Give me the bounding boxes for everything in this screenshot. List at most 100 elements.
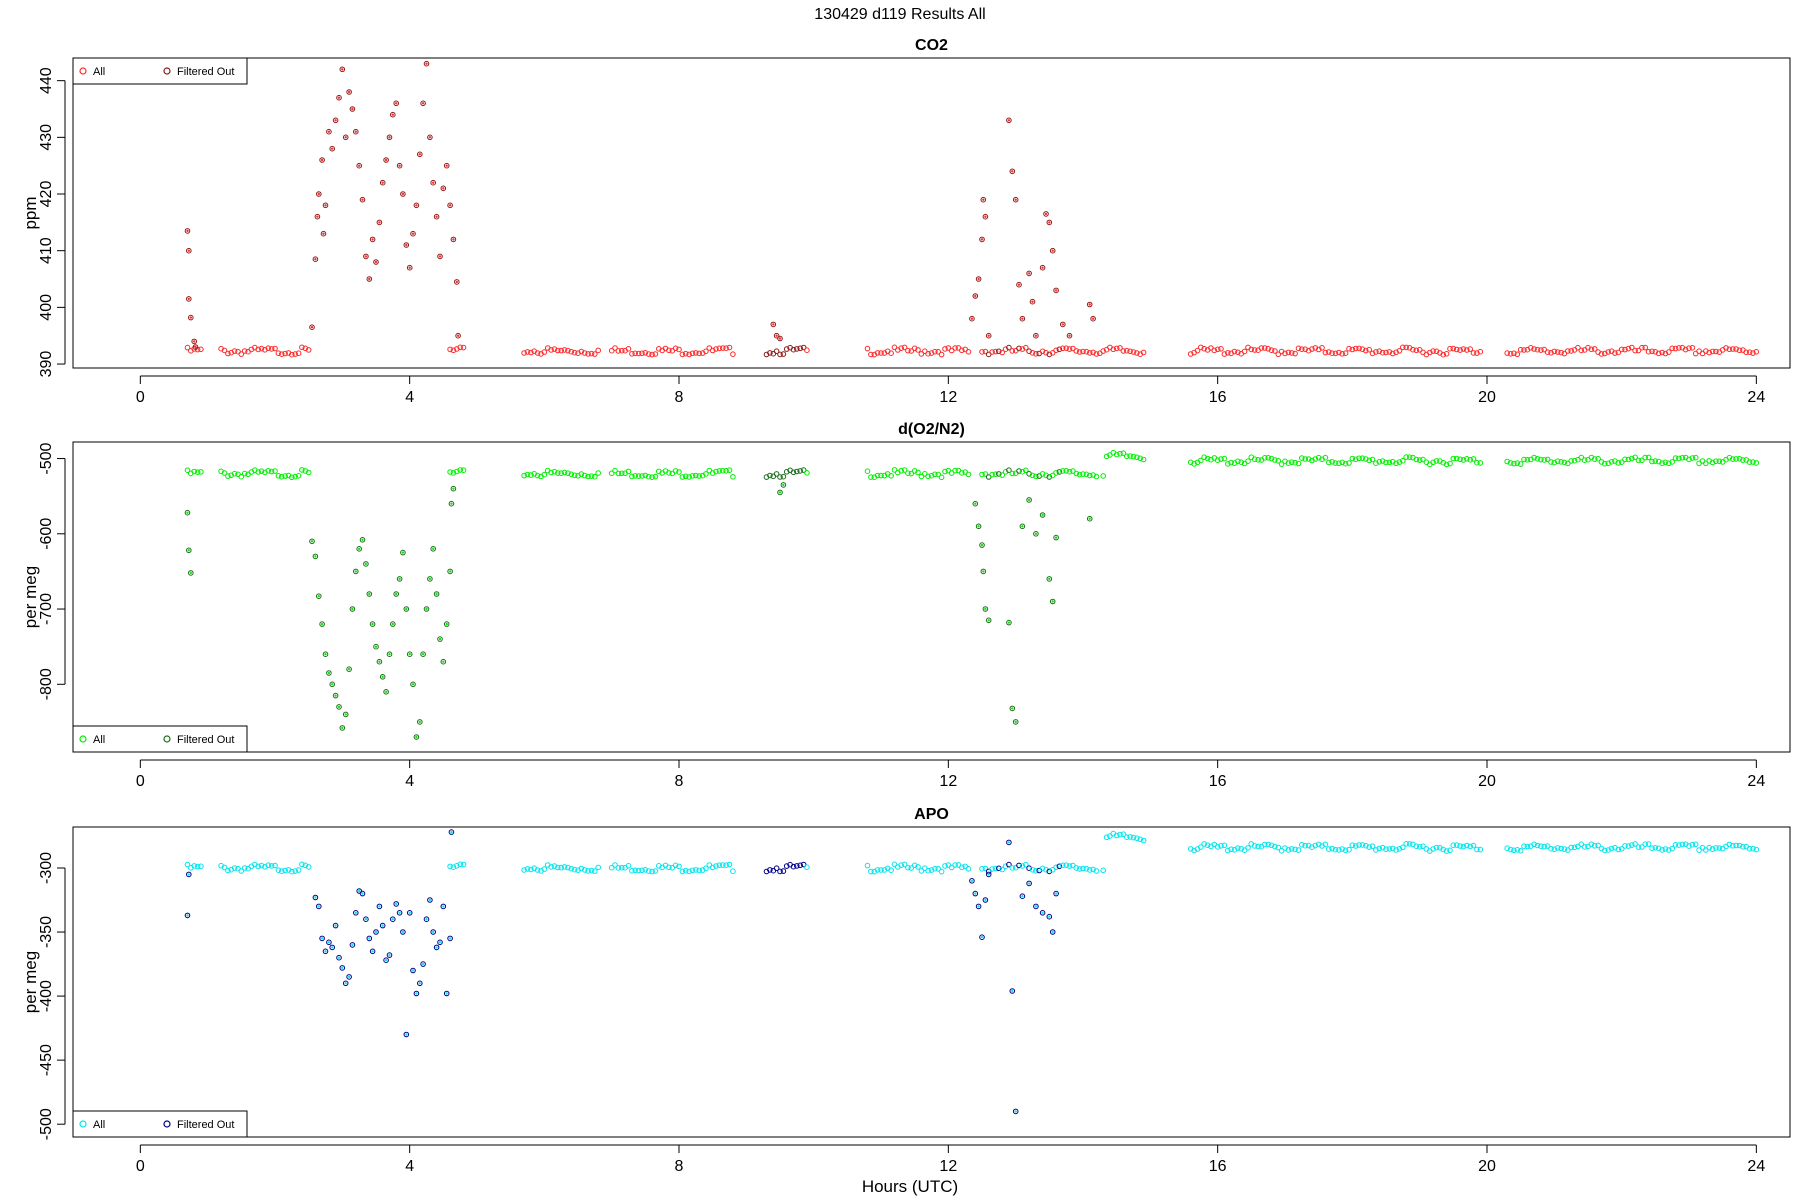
y-tick-label: 410 — [38, 237, 55, 264]
data-point — [1457, 456, 1463, 463]
data-point — [1329, 459, 1335, 465]
data-point — [1740, 844, 1746, 850]
data-point — [703, 471, 709, 477]
data-point — [363, 916, 369, 923]
data-point — [1225, 847, 1231, 854]
data-point-core — [974, 294, 977, 298]
data-point — [1006, 117, 1012, 124]
data-point — [1645, 454, 1652, 461]
data-point — [1581, 844, 1588, 850]
data-point — [1507, 351, 1514, 357]
data-point-core — [186, 914, 189, 917]
data-point — [268, 863, 275, 869]
data-point — [346, 666, 352, 673]
data-point — [901, 344, 908, 351]
data-point-core — [186, 511, 189, 514]
data-point — [1470, 456, 1477, 462]
data-point — [339, 725, 346, 731]
data-point — [1470, 842, 1477, 849]
data-point-core — [193, 340, 196, 343]
data-point — [383, 157, 389, 163]
data-point — [999, 472, 1006, 478]
data-point — [295, 867, 302, 873]
data-point-core — [452, 487, 455, 490]
data-point — [1554, 845, 1561, 851]
data-point — [346, 89, 352, 95]
data-point-core — [388, 953, 391, 957]
data-point-core — [408, 266, 411, 269]
data-point-core — [1031, 300, 1034, 303]
data-point — [629, 473, 635, 480]
data-point-core — [432, 547, 435, 550]
data-point-core — [310, 540, 314, 543]
data-point — [1134, 454, 1140, 461]
data-point-core — [374, 260, 378, 264]
data-point-core — [435, 215, 438, 218]
data-point — [1319, 345, 1325, 351]
data-point — [888, 867, 894, 874]
data-point-core — [354, 130, 357, 133]
data-point — [1285, 349, 1292, 356]
data-point — [1406, 454, 1413, 461]
data-point — [1063, 862, 1069, 869]
data-point — [1251, 843, 1258, 849]
data-point — [777, 351, 783, 358]
data-point — [783, 346, 790, 352]
data-point — [1339, 846, 1345, 852]
legend: All Filtered Out — [72, 57, 248, 85]
data-point — [1299, 346, 1305, 353]
data-point — [1676, 345, 1682, 351]
data-point — [1517, 461, 1524, 467]
data-point — [1713, 458, 1719, 465]
data-point-core — [368, 277, 371, 281]
data-point-core — [347, 668, 351, 671]
data-point-core — [187, 549, 190, 552]
y-tick-label: -350 — [38, 916, 55, 948]
series-points — [184, 449, 1760, 740]
data-point — [797, 345, 804, 352]
data-point-core — [1017, 283, 1021, 286]
data-point — [578, 471, 585, 477]
data-point — [1363, 456, 1369, 462]
data-point — [1322, 841, 1329, 848]
data-point-core — [415, 992, 418, 995]
data-point — [588, 473, 595, 480]
data-point — [393, 591, 400, 597]
data-point — [1140, 837, 1147, 844]
data-point — [1238, 846, 1244, 852]
data-point — [935, 866, 942, 872]
data-point — [1312, 456, 1319, 462]
data-point — [454, 468, 460, 475]
data-point-core — [368, 937, 371, 940]
data-point — [541, 471, 548, 478]
data-point — [1039, 910, 1046, 916]
data-point — [528, 472, 534, 478]
data-point-core — [411, 683, 415, 686]
data-point — [430, 179, 437, 186]
data-point — [320, 230, 327, 237]
data-point — [1309, 346, 1315, 352]
data-point — [413, 990, 420, 997]
data-point-core — [351, 607, 354, 611]
data-point — [551, 863, 558, 869]
data-point — [693, 472, 699, 479]
y-axis-label: ppm — [21, 196, 40, 229]
data-point-core — [442, 905, 445, 908]
data-point — [1366, 346, 1372, 353]
data-point — [1591, 843, 1598, 849]
data-point — [1060, 321, 1066, 328]
data-point — [326, 939, 332, 946]
data-point — [558, 347, 565, 354]
data-point — [1413, 456, 1420, 463]
data-point — [723, 862, 729, 869]
data-point — [1255, 457, 1261, 463]
data-point — [790, 863, 797, 870]
data-point — [353, 910, 359, 916]
data-point — [1359, 346, 1366, 353]
data-point — [1440, 351, 1446, 358]
data-point-core — [438, 637, 442, 641]
x-tick-label: 24 — [1747, 773, 1765, 790]
data-point — [1581, 457, 1588, 464]
data-point — [1632, 841, 1638, 847]
data-point — [1443, 351, 1450, 357]
